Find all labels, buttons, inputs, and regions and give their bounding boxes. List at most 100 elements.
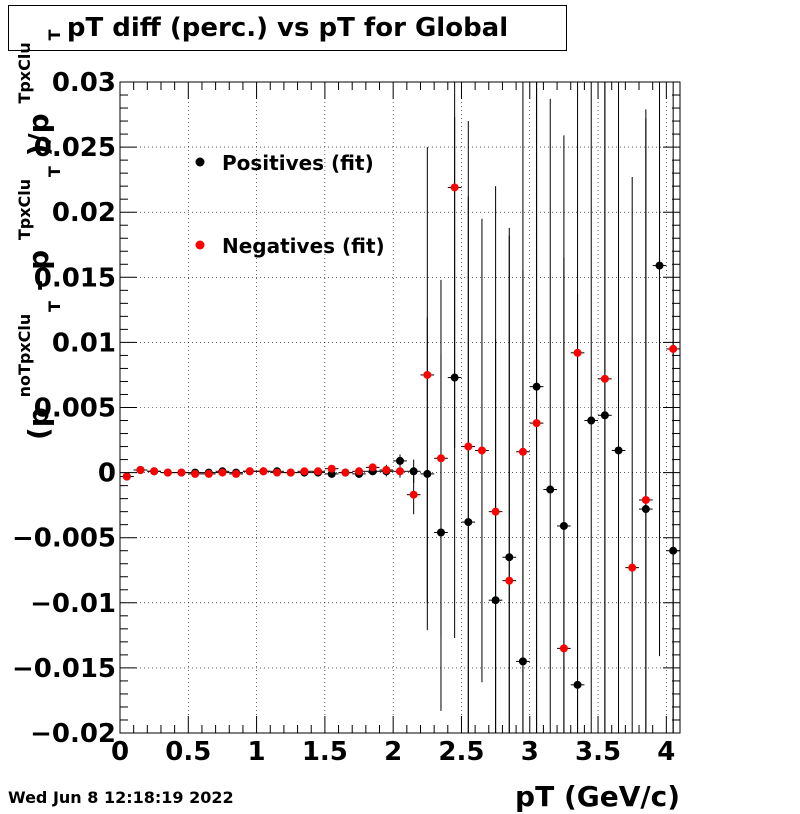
point-positive	[436, 528, 445, 537]
point-negative	[163, 468, 172, 477]
point-positive	[505, 553, 514, 562]
point-negative	[177, 468, 186, 477]
point-positive	[614, 446, 623, 455]
point-negative	[477, 446, 486, 455]
y-tick-label: −0.005	[12, 524, 116, 554]
y-axis-title: (p noTpxClu T - p TpxClu T )/p TpxClu T	[4, 30, 67, 441]
legend-label: Negatives (fit)	[222, 234, 385, 258]
point-positive	[409, 467, 418, 476]
axis-tick-labels: 0 0.5 1 1.5 2 2.5 3 3.5 4 −0.02 −0.015 −0.01 −0.005 0…	[12, 68, 675, 767]
point-negative	[204, 469, 213, 478]
y-title-sub3: T	[45, 30, 64, 41]
point-negative	[396, 467, 404, 476]
point-positive	[464, 518, 473, 527]
point-negative	[259, 467, 268, 476]
y-title-mid: - p	[22, 250, 55, 291]
point-positive	[423, 469, 432, 478]
point-negative	[436, 454, 445, 463]
point-negative	[491, 507, 500, 516]
legend-marker	[195, 240, 205, 250]
chart-title: pT diff (perc.) vs pT for Global	[66, 13, 509, 43]
y-title-open: (p	[22, 407, 55, 440]
axis-ticks	[119, 81, 681, 734]
y-tick-label: −0.02	[30, 719, 116, 749]
error-bars	[120, 82, 680, 733]
x-tick-label: 2	[384, 737, 402, 767]
y-tick-label: 0.025	[34, 133, 116, 163]
y-title-sup1: noTpxClu	[15, 314, 34, 398]
y-tick-label: 0.02	[52, 198, 116, 228]
point-positive	[546, 485, 555, 494]
point-positive	[573, 680, 582, 689]
point-negative	[641, 495, 650, 504]
point-negative	[314, 467, 323, 476]
point-negative	[669, 344, 678, 353]
y-title-sub2: T	[45, 166, 64, 177]
x-tick-label: 2.5	[438, 737, 484, 767]
y-tick-label: −0.015	[12, 654, 116, 684]
footer-timestamp: Wed Jun 8 12:18:19 2022	[8, 788, 234, 807]
point-positive	[491, 596, 500, 605]
y-title-mid2: )/p	[22, 113, 55, 156]
point-negative	[532, 419, 541, 428]
x-tick-label: 0.5	[165, 737, 211, 767]
point-negative	[300, 467, 309, 476]
point-positive	[559, 521, 568, 530]
y-title-sub1: T	[45, 301, 64, 312]
legend-label: Positives (fit)	[222, 151, 374, 175]
point-negative	[559, 644, 568, 653]
point-negative	[450, 183, 459, 192]
data-points	[122, 183, 678, 689]
y-tick-label: 0.015	[34, 263, 116, 293]
grid-lines	[120, 82, 680, 733]
svg-text:(p noTpxClu T: (p noTpxClu T - p TpxClu T )/p TpxClu T	[4, 30, 67, 441]
point-negative	[518, 447, 527, 456]
point-positive	[600, 411, 609, 420]
point-negative	[245, 467, 254, 476]
point-positive	[396, 456, 404, 465]
point-negative	[355, 467, 364, 476]
legend: Positives (fit) Negatives (fit)	[195, 151, 385, 258]
point-negative	[573, 348, 582, 357]
point-negative	[628, 563, 637, 572]
y-title-sup3: TpxClu	[15, 42, 34, 103]
point-negative	[232, 469, 241, 478]
y-title-sup2: TpxClu	[15, 179, 34, 240]
point-negative	[600, 374, 609, 383]
point-negative	[191, 469, 200, 478]
y-tick-label: 0	[98, 459, 116, 489]
point-negative	[150, 467, 159, 476]
y-tick-label: 0.01	[52, 328, 116, 358]
point-negative	[368, 463, 377, 472]
point-negative	[505, 576, 514, 585]
point-negative	[286, 468, 295, 477]
x-tick-label: 0	[111, 737, 129, 767]
point-positive	[587, 416, 596, 425]
point-negative	[382, 465, 391, 474]
point-positive	[655, 261, 664, 270]
point-negative	[341, 468, 350, 477]
point-negative	[136, 465, 145, 474]
x-tick-label: 4	[657, 737, 675, 767]
point-negative	[327, 464, 336, 473]
point-negative	[409, 490, 418, 499]
point-positive	[532, 382, 541, 391]
point-negative	[423, 370, 432, 379]
point-positive	[641, 505, 650, 514]
legend-marker	[195, 157, 205, 167]
x-axis-title: pT (GeV/c)	[515, 780, 680, 813]
y-tick-label: 0.005	[34, 394, 116, 424]
point-negative	[122, 472, 131, 481]
point-negative	[273, 468, 282, 477]
x-tick-label: 1	[248, 737, 266, 767]
x-tick-label: 1.5	[302, 737, 348, 767]
point-positive	[518, 657, 527, 666]
point-positive	[450, 373, 459, 382]
point-negative	[464, 442, 473, 451]
x-tick-label: 3	[521, 737, 539, 767]
point-negative	[218, 468, 227, 477]
chart-title-box: pT diff (perc.) vs pT for Global	[8, 5, 567, 51]
y-tick-label: −0.01	[30, 589, 116, 619]
x-tick-label: 3.5	[575, 737, 621, 767]
